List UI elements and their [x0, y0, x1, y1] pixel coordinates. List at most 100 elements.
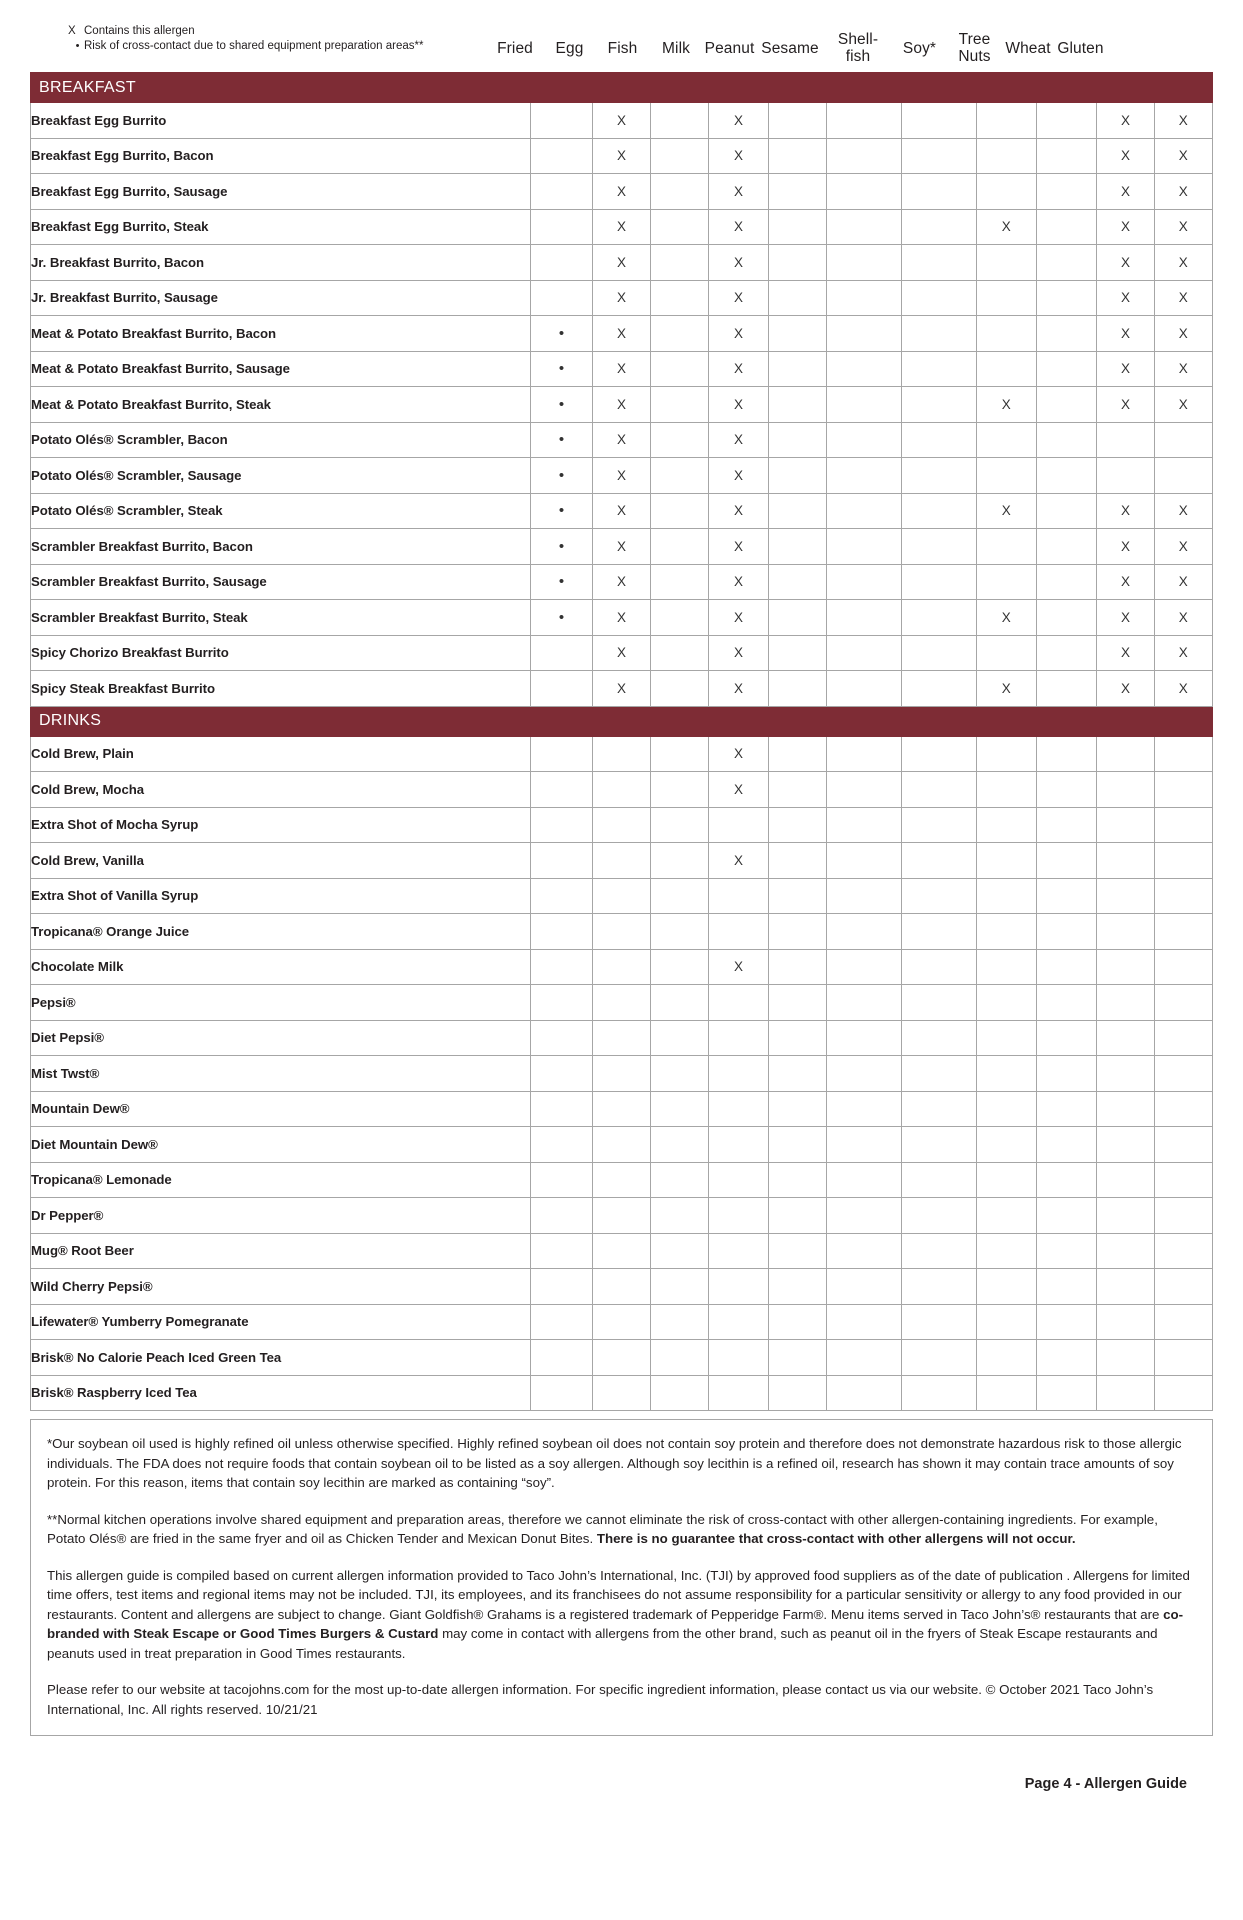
allergen-cell-treenuts — [1035, 421, 1098, 458]
allergen-cell-gluten — [1153, 984, 1214, 1021]
allergen-cell-peanut — [767, 1303, 827, 1340]
allergen-cell-soy — [975, 457, 1037, 494]
allergen-cell-milk: X — [708, 670, 769, 707]
allergen-cell-shellfish — [900, 315, 977, 352]
menu-item-name: Brisk® No Calorie Peach Iced Green Tea — [29, 1339, 532, 1376]
allergen-cell-soy — [975, 315, 1037, 352]
allergen-cell-shellfish — [900, 913, 977, 950]
allergen-cell-sesame — [825, 421, 902, 458]
allergen-table: BREAKFAST Breakfast Egg Burrito X X X X Breakf… — [29, 72, 1214, 1411]
allergen-cell-shellfish — [900, 208, 977, 245]
allergen-cell-treenuts — [1035, 457, 1098, 494]
allergen-cell-milk: X — [708, 842, 769, 879]
allergen-cell-sesame — [825, 244, 902, 281]
allergen-cell-milk: X — [708, 137, 769, 174]
legend-cross-contact-label: Risk of cross-contact due to shared equi… — [84, 40, 424, 52]
allergen-cell-treenuts — [1035, 913, 1098, 950]
allergen-cell-egg — [591, 1055, 652, 1092]
allergen-cell-shellfish — [900, 1303, 977, 1340]
allergen-cell-peanut — [767, 1374, 827, 1411]
disclaimer-text-b: may come in contact with allergens from … — [47, 1626, 1158, 1661]
table-row: Tropicana® Lemonade — [29, 1161, 1214, 1198]
column-header-milk: Milk — [662, 39, 690, 57]
allergen-cell-milk — [708, 1090, 769, 1127]
allergen-cell-peanut — [767, 457, 827, 494]
table-row: Scrambler Breakfast Burrito, Sausage • X X X… — [29, 563, 1214, 600]
allergen-cell-shellfish — [900, 634, 977, 671]
allergen-cell-sesame — [825, 1161, 902, 1198]
allergen-cell-wheat: X — [1096, 279, 1155, 316]
menu-item-name: Pepsi® — [29, 984, 532, 1021]
allergen-cell-fish — [650, 735, 710, 772]
allergen-cell-milk: X — [708, 492, 769, 529]
allergen-cell-wheat: X — [1096, 208, 1155, 245]
allergen-cell-treenuts — [1035, 528, 1098, 565]
menu-item-name: Mountain Dew® — [29, 1090, 532, 1127]
allergen-cell-soy — [975, 102, 1037, 139]
table-row: Mist Twst® — [29, 1055, 1214, 1092]
allergen-cell-egg: X — [591, 492, 652, 529]
contains-x-icon: X — [68, 25, 76, 37]
column-header-peanut: Peanut — [704, 39, 755, 57]
disclaimer-text-a: This allergen guide is compiled based on… — [47, 1567, 1190, 1622]
section-header-row: BREAKFAST — [30, 72, 1213, 103]
allergen-cell-treenuts — [1035, 1374, 1098, 1411]
allergen-cell-gluten — [1153, 1019, 1214, 1056]
allergen-cell-wheat — [1096, 1019, 1155, 1056]
allergen-cell-peanut — [767, 1161, 827, 1198]
allergen-cell-gluten — [1153, 842, 1214, 879]
allergen-cell-fish — [650, 599, 710, 636]
allergen-cell-peanut — [767, 842, 827, 879]
allergen-cell-peanut — [767, 102, 827, 139]
column-header-egg: Egg — [555, 39, 584, 57]
allergen-cell-milk — [708, 1055, 769, 1092]
allergen-cell-wheat — [1096, 735, 1155, 772]
disclaimer-footnote: This allergen guide is compiled based on… — [47, 1566, 1196, 1664]
column-header-shellfish: Shell-fish — [837, 31, 879, 65]
allergen-cell-treenuts — [1035, 1268, 1098, 1305]
allergen-cell-fish — [650, 386, 710, 423]
allergen-cell-soy — [975, 771, 1037, 808]
allergen-cell-peanut — [767, 208, 827, 245]
allergen-cell-fish — [650, 1019, 710, 1056]
allergen-cell-gluten — [1153, 1090, 1214, 1127]
allergen-cell-milk — [708, 1374, 769, 1411]
table-row: Potato Olés® Scrambler, Bacon • X X — [29, 421, 1214, 458]
allergen-cell-fish — [650, 948, 710, 985]
allergen-cell-treenuts — [1035, 244, 1098, 281]
allergen-cell-egg: X — [591, 315, 652, 352]
menu-item-name: Brisk® Raspberry Iced Tea — [29, 1374, 532, 1411]
allergen-cell-egg — [591, 1268, 652, 1305]
allergen-cell-milk: X — [708, 948, 769, 985]
allergen-cell-soy — [975, 1019, 1037, 1056]
allergen-cell-sesame — [825, 1055, 902, 1092]
allergen-cell-wheat: X — [1096, 670, 1155, 707]
allergen-cell-wheat — [1096, 1268, 1155, 1305]
allergen-cell-sesame — [825, 842, 902, 879]
allergen-cell-egg — [591, 948, 652, 985]
allergen-cell-milk: X — [708, 315, 769, 352]
allergen-cell-sesame — [825, 984, 902, 1021]
allergen-cell-treenuts — [1035, 1019, 1098, 1056]
table-row: Jr. Breakfast Burrito, Bacon X X X X — [29, 244, 1214, 281]
allergen-cell-soy — [975, 137, 1037, 174]
menu-item-name: Meat & Potato Breakfast Burrito, Steak — [29, 386, 532, 423]
allergen-cell-fish — [650, 984, 710, 1021]
allergen-cell-fried — [530, 1232, 593, 1269]
allergen-cell-fried — [530, 102, 593, 139]
allergen-cell-egg — [591, 771, 652, 808]
allergen-cell-gluten: X — [1153, 244, 1214, 281]
allergen-cell-fish — [650, 842, 710, 879]
allergen-cell-sesame — [825, 1090, 902, 1127]
menu-item-name: Meat & Potato Breakfast Burrito, Sausage — [29, 350, 532, 387]
allergen-cell-treenuts — [1035, 1232, 1098, 1269]
allergen-cell-sesame — [825, 913, 902, 950]
allergen-cell-treenuts — [1035, 350, 1098, 387]
allergen-cell-wheat — [1096, 842, 1155, 879]
allergen-cell-fish — [650, 102, 710, 139]
table-row: Meat & Potato Breakfast Burrito, Steak • X… — [29, 386, 1214, 423]
menu-item-name: Potato Olés® Scrambler, Steak — [29, 492, 532, 529]
allergen-cell-sesame — [825, 137, 902, 174]
table-row: Scrambler Breakfast Burrito, Bacon • X X X X — [29, 528, 1214, 565]
allergen-cell-wheat — [1096, 877, 1155, 914]
